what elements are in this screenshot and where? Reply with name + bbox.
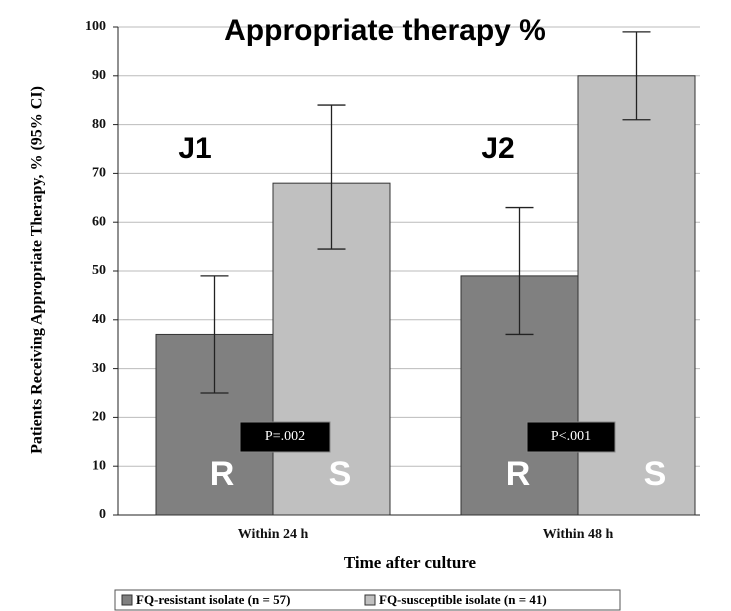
error-bar <box>200 275 229 394</box>
x-axis-label: Time after culture <box>344 553 477 572</box>
annotation-box <box>239 421 331 453</box>
annotation: J1 <box>178 132 211 165</box>
annotation: S <box>644 455 667 493</box>
legend-label: FQ-susceptible isolate (n = 41) <box>379 592 547 607</box>
error-bar <box>622 31 651 121</box>
annotation: P=.002 <box>265 429 305 444</box>
y-tick-label: 20 <box>92 410 106 425</box>
annotation: J2 <box>481 132 514 165</box>
y-tick-label: 60 <box>92 214 106 229</box>
legend-swatch <box>364 594 376 606</box>
legend-swatch <box>121 594 133 606</box>
y-tick-label: 70 <box>92 166 106 181</box>
annotation: R <box>506 455 531 493</box>
y-axis-label: Patients Receiving Appropriate Therapy, … <box>29 86 46 454</box>
annotation: P<.001 <box>551 429 591 444</box>
x-tick-label: Within 24 h <box>238 527 309 542</box>
y-tick-label: 50 <box>92 263 106 278</box>
y-tick-label: 100 <box>85 19 106 34</box>
annotation: R <box>210 455 235 493</box>
y-tick-label: 10 <box>92 458 106 473</box>
x-tick-label: Within 48 h <box>543 527 614 542</box>
y-tick-label: 90 <box>92 68 106 83</box>
annotation-box <box>526 421 616 453</box>
chart-title: Appropriate therapy % <box>224 14 546 47</box>
y-tick-label: 30 <box>92 361 106 376</box>
y-tick-label: 40 <box>92 312 106 327</box>
error-bar <box>317 104 346 250</box>
y-tick-label: 0 <box>99 507 106 522</box>
legend-label: FQ-resistant isolate (n = 57) <box>136 592 290 607</box>
error-bar <box>505 206 534 336</box>
y-tick-label: 80 <box>92 117 106 132</box>
annotation: S <box>329 455 352 493</box>
